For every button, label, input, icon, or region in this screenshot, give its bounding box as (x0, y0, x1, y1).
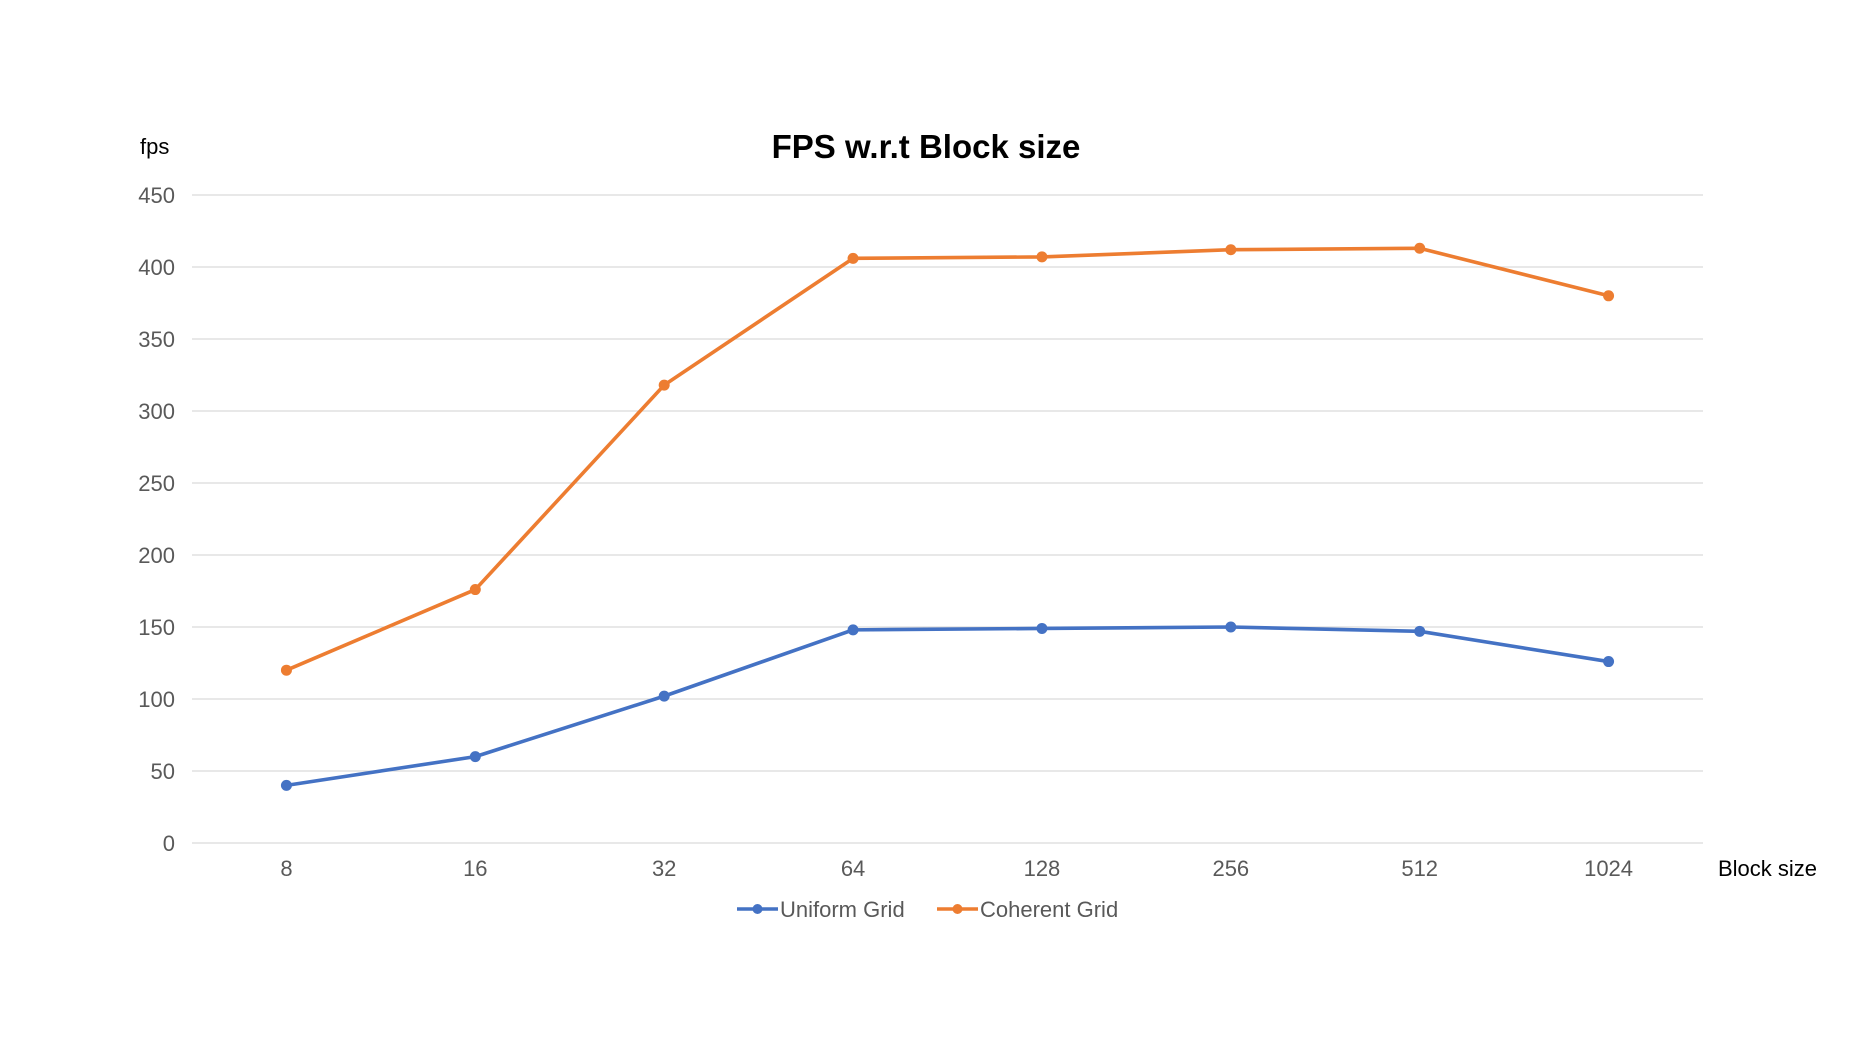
series-coherent-grid (280, 242, 1615, 676)
x-tick-label: 32 (652, 856, 676, 881)
data-point (469, 584, 481, 596)
x-tick-label: 512 (1401, 856, 1438, 881)
series-line (284, 625, 1611, 788)
x-tick-label: 128 (1024, 856, 1061, 881)
legend-label: Coherent Grid (980, 897, 1118, 922)
data-point (1603, 656, 1615, 668)
data-point (280, 779, 292, 791)
data-point (1036, 622, 1048, 634)
x-tick-label: 256 (1212, 856, 1249, 881)
data-point (1036, 251, 1048, 263)
x-axis-label: Block size (1718, 856, 1817, 881)
legend-marker (752, 904, 763, 914)
legend: Uniform Grid Coherent Grid (737, 897, 1118, 922)
y-tick-label: 200 (138, 543, 175, 568)
x-tick-label: 8 (280, 856, 292, 881)
y-axis-label: fps (140, 134, 169, 159)
data-point (1225, 244, 1237, 256)
chart-title: FPS w.r.t Block size (772, 128, 1081, 165)
y-tick-label: 350 (138, 327, 175, 352)
legend-marker (952, 904, 963, 914)
y-tick-label: 0 (163, 831, 175, 856)
data-point (658, 379, 670, 391)
x-tick-label: 1024 (1584, 856, 1633, 881)
series-line (284, 246, 1611, 673)
series-uniform-grid (280, 621, 1615, 791)
legend-entry: Coherent Grid (937, 897, 1118, 922)
y-tick-label: 300 (138, 399, 175, 424)
data-point (1225, 621, 1237, 633)
y-tick-label: 250 (138, 471, 175, 496)
data-point (1414, 242, 1426, 254)
x-tick-label: 64 (841, 856, 865, 881)
data-point (847, 252, 859, 264)
y-axis-ticks: 0 50 100 150 200 250 300 350 400 450 (138, 183, 175, 856)
legend-entry: Uniform Grid (737, 897, 905, 922)
y-tick-label: 150 (138, 615, 175, 640)
y-tick-label: 400 (138, 255, 175, 280)
y-tick-label: 50 (151, 759, 175, 784)
gridlines (192, 194, 1703, 844)
y-tick-label: 100 (138, 687, 175, 712)
data-point (469, 751, 481, 763)
legend-label: Uniform Grid (780, 897, 905, 922)
data-point (280, 664, 292, 676)
data-point (658, 690, 670, 702)
series-lines (280, 242, 1615, 791)
data-point (1603, 290, 1615, 302)
y-tick-label: 450 (138, 183, 175, 208)
data-point (1414, 625, 1426, 637)
x-axis-ticks: 8 16 32 64 128 256 512 1024 (280, 856, 1633, 881)
data-point (847, 624, 859, 636)
x-tick-label: 16 (463, 856, 487, 881)
